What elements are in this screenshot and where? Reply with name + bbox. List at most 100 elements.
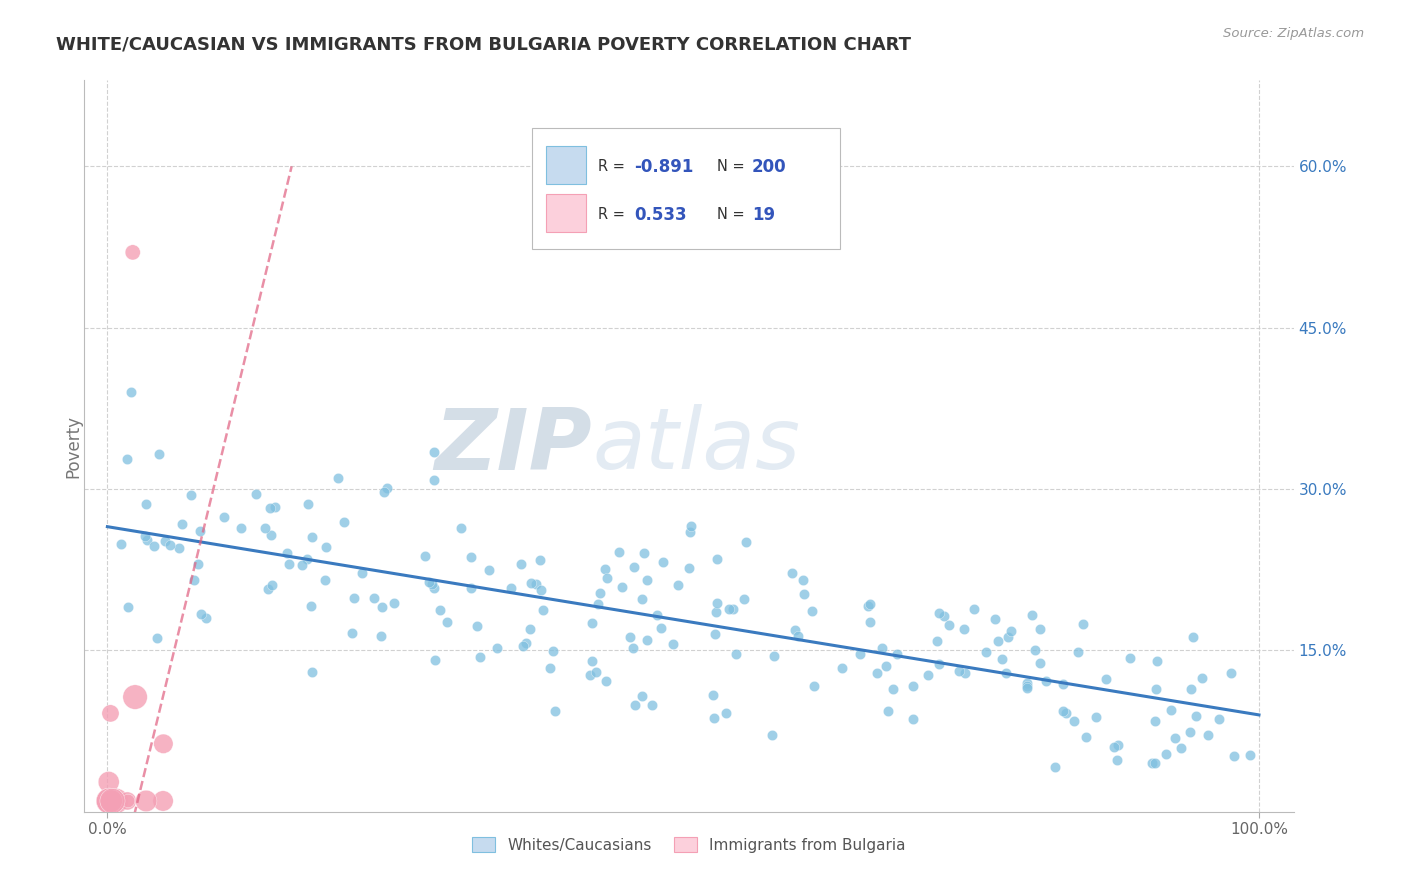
Point (370, 599, 392, 614)
Point (470, 650, 492, 665)
Point (328, 471, 350, 485)
Point (704, 627, 727, 641)
Point (1029, 623, 1052, 637)
Point (429, 603, 451, 617)
Point (524, 576, 547, 591)
Point (1185, 708, 1208, 723)
Point (460, 582, 482, 596)
Point (194, 611, 217, 625)
Point (589, 586, 612, 600)
Point (117, 794, 139, 808)
Point (257, 582, 280, 596)
Text: R =: R = (599, 207, 630, 222)
Point (702, 688, 724, 702)
Point (1054, 706, 1077, 720)
Point (928, 657, 950, 671)
Point (101, 794, 124, 808)
Point (278, 557, 301, 571)
Point (792, 573, 814, 587)
Point (595, 673, 617, 688)
FancyBboxPatch shape (531, 128, 841, 249)
Text: -0.891: -0.891 (634, 158, 695, 176)
Point (515, 636, 537, 650)
Point (586, 597, 609, 611)
Point (984, 612, 1007, 626)
Text: N =: N = (717, 207, 749, 222)
Point (717, 602, 740, 616)
Point (953, 665, 976, 680)
Point (333, 516, 356, 530)
Point (1052, 676, 1074, 690)
Point (886, 647, 908, 661)
Point (652, 556, 675, 570)
Point (593, 562, 616, 576)
Point (423, 653, 446, 667)
Point (925, 634, 948, 648)
Point (375, 481, 398, 495)
Point (623, 559, 645, 574)
Point (152, 794, 174, 808)
Point (1144, 681, 1167, 696)
Point (533, 603, 555, 617)
Point (1000, 624, 1022, 638)
Point (104, 794, 127, 808)
Point (541, 644, 564, 658)
FancyBboxPatch shape (547, 146, 586, 184)
Point (1107, 738, 1129, 752)
Point (245, 487, 267, 501)
Point (714, 706, 737, 721)
Point (98, 794, 121, 808)
Point (212, 510, 235, 524)
Point (650, 621, 672, 635)
Point (1178, 725, 1201, 739)
Point (152, 737, 174, 751)
Point (578, 668, 600, 682)
Point (662, 637, 685, 651)
Point (478, 563, 501, 577)
Point (155, 534, 177, 549)
Point (290, 558, 312, 572)
Point (706, 552, 728, 566)
Text: R =: R = (599, 159, 630, 174)
Point (866, 665, 889, 680)
Point (512, 639, 534, 653)
Point (1107, 753, 1129, 767)
Point (1071, 617, 1094, 632)
Point (259, 500, 281, 515)
Point (382, 596, 405, 610)
Point (100, 794, 122, 808)
Point (1017, 681, 1039, 695)
Point (995, 665, 1018, 680)
Point (1156, 747, 1178, 761)
Point (612, 580, 634, 594)
Point (1197, 728, 1219, 742)
Point (142, 539, 165, 553)
Point (301, 665, 323, 679)
Point (538, 660, 561, 674)
Point (264, 500, 287, 514)
Point (187, 557, 209, 571)
Point (135, 497, 157, 511)
Point (859, 597, 882, 611)
Point (1223, 748, 1246, 763)
Point (1144, 714, 1167, 728)
Point (117, 794, 139, 808)
Point (901, 679, 924, 693)
Point (436, 615, 458, 629)
Point (1021, 608, 1043, 623)
Point (1142, 756, 1164, 770)
Point (100, 706, 122, 721)
Point (370, 629, 392, 643)
Point (953, 622, 976, 636)
Point (761, 728, 783, 742)
Point (159, 538, 181, 552)
Point (276, 546, 298, 560)
Point (530, 583, 553, 598)
Point (229, 521, 252, 535)
Point (633, 546, 655, 560)
Point (1191, 672, 1213, 686)
Point (117, 599, 139, 614)
Point (678, 561, 700, 575)
Point (787, 629, 810, 643)
Point (831, 661, 853, 675)
